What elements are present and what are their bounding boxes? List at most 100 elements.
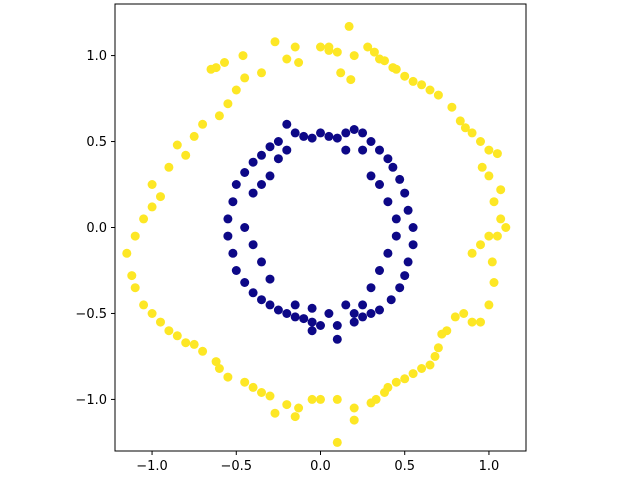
scatter-point: [307, 317, 317, 327]
scatter-point: [336, 68, 346, 78]
x-tick-label: −1.0: [136, 459, 168, 474]
scatter-point: [489, 197, 499, 207]
scatter-point: [400, 271, 410, 281]
y-tick-label: 1.0: [86, 49, 107, 64]
scatter-point: [366, 137, 376, 146]
scatter-point: [265, 171, 275, 181]
scatter-point: [307, 133, 317, 143]
scatter-point: [265, 142, 275, 152]
scatter-point: [349, 125, 359, 134]
scatter-point: [316, 42, 325, 52]
scatter-point: [496, 185, 506, 195]
scatter-point: [248, 240, 258, 250]
scatter-point: [257, 180, 266, 189]
scatter-point: [231, 85, 241, 95]
scatter-point: [341, 128, 351, 138]
scatter-point: [189, 131, 199, 141]
scatter-point: [265, 391, 275, 401]
scatter-point: [349, 309, 359, 318]
scatter-point: [417, 364, 427, 373]
scatter-point: [395, 174, 405, 184]
scatter-point: [265, 274, 275, 284]
scatter-point: [198, 346, 208, 356]
scatter-point: [408, 223, 418, 232]
scatter-point: [324, 42, 334, 52]
scatter-point: [408, 76, 418, 86]
scatter-point: [147, 309, 157, 318]
scatter-point: [332, 334, 342, 344]
scatter-point: [380, 56, 389, 66]
scatter-point: [391, 214, 401, 224]
scatter-point: [476, 240, 485, 250]
y-axis: −1.0 −0.5 0.0 0.5 1.0: [75, 49, 115, 408]
scatter-point: [316, 394, 325, 404]
scatter-point: [257, 150, 266, 160]
scatter-point: [369, 47, 379, 57]
scatter-point: [172, 140, 182, 150]
scatter-point: [375, 180, 384, 189]
scatter-point: [403, 205, 413, 215]
scatter-point: [433, 343, 443, 353]
scatter-point: [240, 73, 250, 83]
scatter-point: [299, 314, 309, 324]
scatter-point: [380, 388, 389, 397]
scatter-point: [344, 21, 354, 31]
scatter-point: [349, 415, 359, 425]
scatter-point: [290, 128, 300, 138]
scatter-point: [248, 288, 258, 298]
scatter-point: [349, 317, 359, 327]
scatter-point: [223, 214, 233, 224]
scatter-point: [214, 364, 224, 373]
scatter-point: [270, 408, 280, 418]
scatter-point: [484, 171, 494, 181]
scatter-point: [228, 197, 238, 207]
scatter-point: [270, 37, 280, 47]
scatter-point: [316, 128, 325, 138]
scatter-point: [492, 149, 502, 159]
scatter-point: [130, 283, 140, 293]
scatter-point: [484, 231, 494, 241]
scatter-point: [181, 150, 191, 160]
scatter-point: [139, 300, 149, 310]
scatter-point: [122, 248, 132, 258]
scatter-point: [358, 145, 368, 155]
scatter-point: [257, 295, 266, 305]
scatter-point: [447, 102, 457, 112]
y-tick-label: −0.5: [75, 307, 107, 322]
scatter-point: [358, 312, 368, 322]
scatter-point: [273, 137, 283, 146]
scatter-point: [307, 303, 317, 313]
scatter-point: [265, 300, 275, 310]
scatter-point: [164, 162, 174, 172]
scatter-point: [290, 412, 300, 422]
scatter-point: [290, 300, 300, 310]
scatter-point: [476, 137, 485, 146]
scatter-point: [257, 68, 266, 78]
scatter-point: [220, 58, 229, 67]
scatter-point: [489, 278, 499, 287]
scatter-point: [282, 54, 292, 64]
scatter-point: [408, 240, 418, 250]
scatter-point: [273, 305, 283, 315]
scatter-point: [349, 403, 359, 413]
scatter-point: [455, 116, 465, 126]
scatter-point: [228, 248, 238, 258]
scatter-point: [307, 326, 317, 336]
scatter-point: [316, 321, 325, 330]
scatter-point: [363, 42, 373, 52]
scatter-point: [223, 372, 233, 382]
scatter-point: [341, 145, 351, 155]
x-axis: −1.0 −0.5 0.0 0.5 1.0: [136, 451, 499, 474]
scatter-point: [408, 369, 418, 379]
scatter-point: [223, 231, 233, 241]
scatter-point: [231, 266, 241, 275]
scatter-point: [282, 400, 292, 410]
scatter-point: [282, 145, 292, 155]
scatter-point: [240, 377, 250, 387]
y-tick-label: 0.0: [86, 221, 107, 236]
scatter-point: [299, 131, 309, 141]
scatter-point: [501, 223, 511, 232]
scatter-point: [395, 283, 405, 293]
scatter-point: [366, 398, 376, 408]
